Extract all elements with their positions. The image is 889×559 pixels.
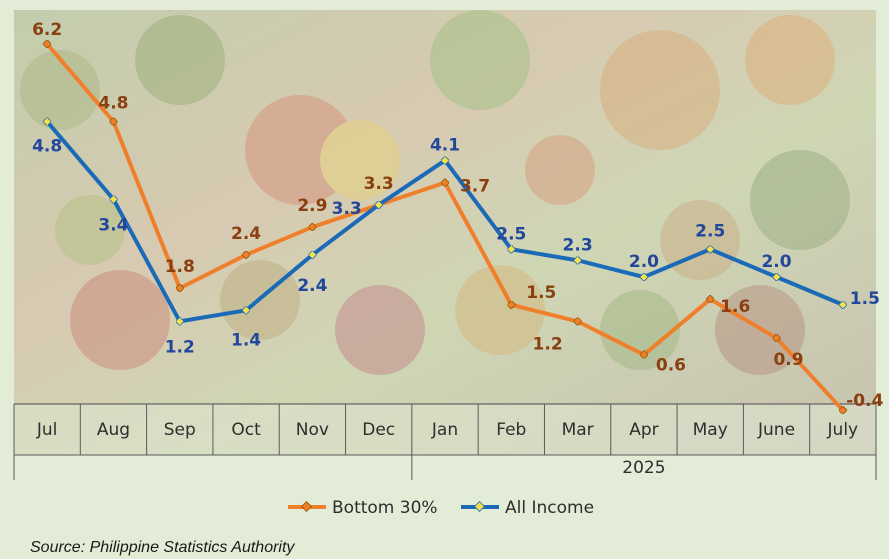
data-label-all-income: 2.5: [496, 224, 526, 244]
point-all-income: [110, 196, 116, 202]
legend-label-bottom-30: Bottom 30%: [332, 498, 438, 518]
data-label-all-income: 2.3: [563, 235, 593, 255]
data-labels: 6.24.81.82.42.93.3 3.71.51.20.61.60.9-0.4…: [32, 20, 884, 411]
data-label-all-income: 1.4: [231, 330, 261, 350]
x-tick-label: May: [693, 420, 728, 440]
data-label-all-income: 3.4: [98, 215, 128, 235]
data-label-bottom-30: 2.4: [231, 224, 261, 244]
data-label-bottom-30: 1.2: [533, 334, 563, 354]
point-bottom-30: [641, 352, 647, 358]
legend: Bottom 30% All Income: [288, 498, 594, 518]
legend-item-all-income: All Income: [461, 498, 594, 518]
data-label-bottom-30: 1.8: [165, 257, 195, 277]
point-all-income: [44, 119, 50, 125]
data-label-bottom-30: -0.4: [846, 391, 883, 411]
x-tick-label: Apr: [629, 420, 658, 440]
point-all-income: [508, 246, 514, 252]
data-label-all-income: 2.5: [695, 221, 725, 241]
x-tick-label: Mar: [562, 420, 594, 440]
source-note: Source: Philippine Statistics Authority: [30, 539, 295, 556]
x-tick-label: Sep: [164, 420, 196, 440]
point-all-income: [442, 157, 448, 163]
point-bottom-30: [575, 318, 581, 324]
data-label-all-income: 2.4: [297, 276, 327, 296]
data-label-all-income: 2.0: [761, 252, 791, 272]
data-label-all-income: 4.1: [430, 135, 460, 155]
data-label-bottom-30: 4.8: [98, 94, 128, 114]
data-label-all-income: 1.5: [850, 289, 880, 309]
legend-item-bottom-30: Bottom 30%: [288, 498, 438, 518]
x-tick-label: July: [827, 420, 859, 440]
series-lines: [44, 41, 846, 413]
data-label-bottom-30: 3.3: [364, 174, 394, 194]
data-label-all-income: 2.0: [629, 252, 659, 272]
x-tick-label: Dec: [362, 420, 395, 440]
x-tick-label: Jul: [36, 420, 58, 440]
point-bottom-30: [442, 180, 448, 186]
legend-marker-all-income: [473, 500, 486, 513]
point-all-income: [243, 307, 249, 313]
point-bottom-30: [840, 407, 846, 413]
point-all-income: [707, 246, 713, 252]
x-axis-ticks: Jul Aug Sep Oct Nov Dec Jan Feb Mar Apr May June Jul…: [13, 404, 877, 480]
point-bottom-30: [309, 224, 315, 230]
x-tick-label: Oct: [231, 420, 261, 440]
legend-label-all-income: All Income: [505, 498, 594, 518]
x-tick-label: Jan: [431, 420, 458, 440]
point-bottom-30: [110, 119, 116, 125]
data-label-bottom-30: 6.2: [32, 20, 62, 40]
point-all-income: [309, 252, 315, 258]
point-all-income: [376, 202, 382, 208]
point-bottom-30: [177, 285, 183, 291]
point-all-income: [840, 302, 846, 308]
data-label-bottom-30: 3.7: [460, 177, 490, 197]
x-tick-label: June: [757, 420, 795, 440]
data-label-bottom-30: 0.6: [656, 356, 686, 376]
data-label-bottom-30: 0.9: [773, 350, 803, 370]
point-bottom-30: [774, 335, 780, 341]
point-all-income: [774, 274, 780, 280]
point-bottom-30: [707, 296, 713, 302]
data-label-bottom-30: 2.9: [297, 196, 327, 216]
x-tick-label: Feb: [496, 420, 526, 440]
data-label-all-income: 1.2: [165, 337, 195, 357]
series-line-all-income: [47, 122, 843, 322]
legend-marker-bottom-30: [300, 500, 313, 513]
x-tick-label: Nov: [296, 420, 329, 440]
point-bottom-30: [243, 252, 249, 258]
point-all-income: [641, 274, 647, 280]
point-bottom-30: [44, 41, 50, 47]
background-photo: [14, 10, 876, 455]
point-bottom-30: [508, 302, 514, 308]
point-all-income: [177, 318, 183, 324]
data-label-bottom-30: 1.6: [720, 297, 750, 317]
year-group-label: 2025: [622, 458, 665, 478]
data-label-bottom-30: 1.5: [526, 283, 556, 303]
data-label-all-income: 3.3: [332, 199, 362, 219]
x-tick-label: Aug: [97, 420, 130, 440]
point-all-income: [575, 257, 581, 263]
data-label-all-income: 4.8: [32, 137, 62, 157]
